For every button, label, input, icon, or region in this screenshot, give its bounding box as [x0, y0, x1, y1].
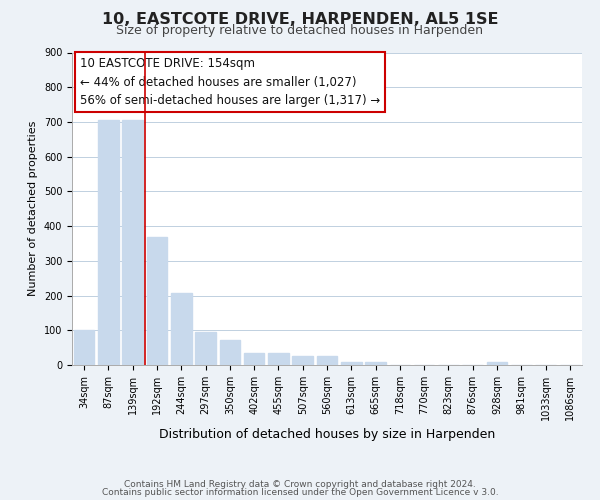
Text: 10, EASTCOTE DRIVE, HARPENDEN, AL5 1SE: 10, EASTCOTE DRIVE, HARPENDEN, AL5 1SE [102, 12, 498, 28]
Bar [195, 332, 216, 365]
Bar [146, 236, 167, 365]
Y-axis label: Number of detached properties: Number of detached properties [28, 121, 38, 296]
Bar [220, 340, 240, 365]
Bar [487, 362, 508, 365]
Bar [268, 353, 289, 365]
Bar [292, 356, 313, 365]
Text: Size of property relative to detached houses in Harpenden: Size of property relative to detached ho… [116, 24, 484, 37]
Text: 10 EASTCOTE DRIVE: 154sqm
← 44% of detached houses are smaller (1,027)
56% of se: 10 EASTCOTE DRIVE: 154sqm ← 44% of detac… [80, 57, 380, 107]
Bar [244, 353, 265, 365]
Bar [98, 120, 119, 365]
Bar [74, 330, 94, 365]
Bar [341, 362, 362, 365]
Text: Contains public sector information licensed under the Open Government Licence v : Contains public sector information licen… [101, 488, 499, 497]
Bar [317, 356, 337, 365]
Text: Contains HM Land Registry data © Crown copyright and database right 2024.: Contains HM Land Registry data © Crown c… [124, 480, 476, 489]
X-axis label: Distribution of detached houses by size in Harpenden: Distribution of detached houses by size … [159, 428, 495, 442]
Bar [171, 293, 191, 365]
Bar [365, 362, 386, 365]
Bar [122, 120, 143, 365]
